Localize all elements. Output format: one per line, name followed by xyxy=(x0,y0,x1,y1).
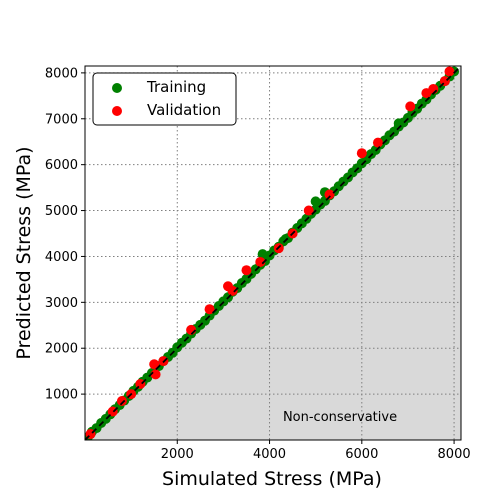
x-axis-label: Simulated Stress (MPa) xyxy=(162,468,382,490)
y-tick-label: 4000 xyxy=(45,250,78,265)
x-tick-label: 4000 xyxy=(253,447,286,462)
y-tick-label: 5000 xyxy=(45,204,78,219)
legend-label-training: Training xyxy=(146,78,206,96)
validation-point xyxy=(150,369,161,380)
training-point xyxy=(257,249,268,260)
validation-point xyxy=(227,285,238,296)
y-tick-label: 8000 xyxy=(45,66,78,81)
axes: 2000 4000 6000 8000 1000 2000 3000 4000 5000 6000… xyxy=(45,65,471,462)
annotation-non-conservative: Non-conservative xyxy=(283,410,397,425)
y-tick-label: 3000 xyxy=(45,296,78,311)
legend: Training Validation xyxy=(92,72,237,126)
validation-point xyxy=(356,148,367,159)
validation-point xyxy=(324,189,335,200)
y-axis-label: Predicted Stress (MPa) xyxy=(13,146,35,359)
validation-point xyxy=(255,256,266,267)
validation-point xyxy=(372,137,383,148)
training-point xyxy=(280,234,291,245)
training-point xyxy=(310,196,321,207)
validation-point xyxy=(444,66,455,77)
legend-label-validation: Validation xyxy=(147,101,221,119)
validation-point xyxy=(149,359,160,370)
y-tick-label: 6000 xyxy=(45,158,78,173)
validation-point xyxy=(204,304,215,315)
y-tick-label: 2000 xyxy=(45,342,78,357)
x-tick-label: 8000 xyxy=(438,447,471,462)
legend-box xyxy=(92,72,237,126)
x-tick-label: 2000 xyxy=(161,447,194,462)
plot-clipped-group xyxy=(85,66,461,440)
reference-line xyxy=(85,66,461,440)
plot-area xyxy=(85,66,461,440)
y-tick-label: 7000 xyxy=(45,112,78,127)
validation-point xyxy=(405,101,416,112)
legend-marker-validation xyxy=(112,106,122,116)
y-tick-label: 1000 xyxy=(45,388,78,403)
validation-point xyxy=(303,205,314,216)
legend-marker-training xyxy=(112,83,122,93)
axes-frame xyxy=(84,65,462,441)
x-tick-label: 6000 xyxy=(345,447,378,462)
validation-point xyxy=(241,265,252,276)
validation-point xyxy=(116,395,127,406)
